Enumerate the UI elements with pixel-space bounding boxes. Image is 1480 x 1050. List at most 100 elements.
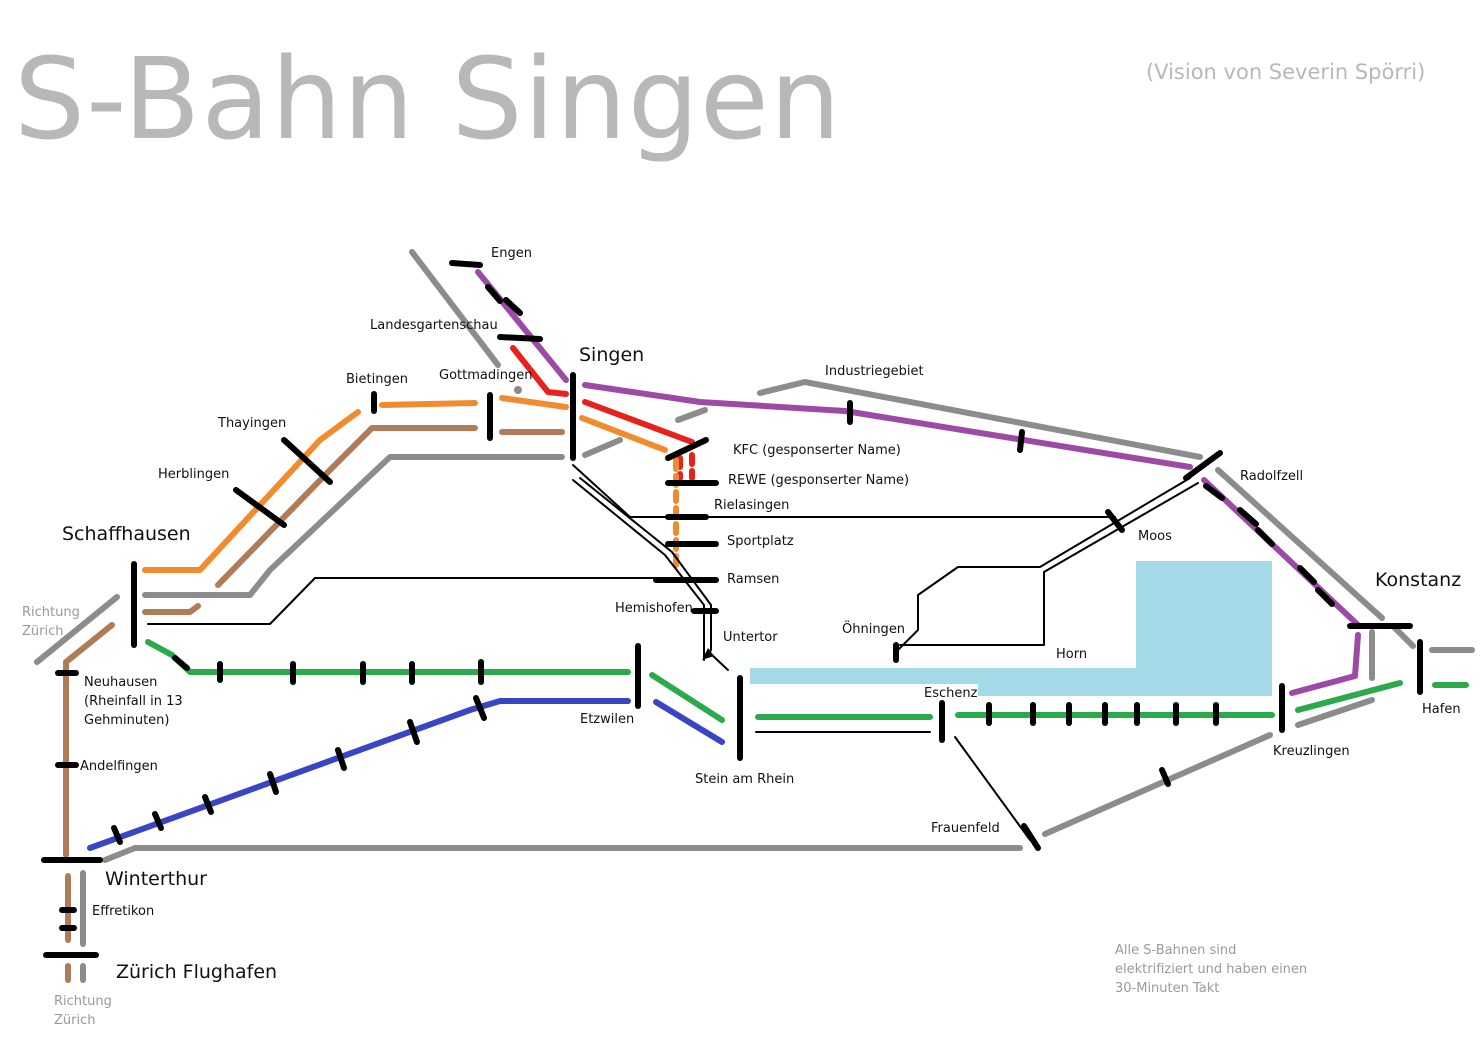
label-hafen: Hafen [1422,702,1461,717]
label-frauenfeld: Frauenfeld [931,821,1000,836]
line-orange-gottmadingen-bietingen [379,400,478,408]
line-gray-singen-industrie [582,437,623,458]
line-gray-kreuzlingen-frauenfeld-2 [1042,732,1273,837]
line-gray-industrie-stub [675,407,708,423]
label-oehningen: Öhningen [842,622,906,637]
map-subtitle: (Vision von Severin Spörri) [1146,60,1426,84]
station-marker-radolfzell-3 [1237,507,1259,527]
line-thin-horn-loop [899,571,1045,646]
label-moos: Moos [1138,529,1172,544]
station-marker-blue-1 [111,825,123,845]
line-gray-industriegebiet-radolfzell [757,379,1203,460]
thin-lines [147,464,1199,841]
station-marker-landesgartenschau [497,334,543,342]
station-marker-herblingen [233,487,287,528]
line-thin-oehningen-moos [897,477,1191,651]
station-marker-green-6 [172,655,190,671]
line-gray-konstanz-hafen [1390,623,1416,649]
label-rewe: REWE (gesponserter Name) [728,473,910,488]
label-neuhausen: Neuhausen (Rheinfall in 13 Gehminuten) [84,675,183,728]
line-gray-radolfzell-konstanz [1215,467,1385,621]
blue-line [87,698,725,851]
label-kfc: KFC (gesponserter Name) [733,443,901,458]
label-hemishofen: Hemishofen [615,601,693,616]
station-marker-thayingen [281,437,333,485]
label-eschenz: Eschenz [924,686,978,701]
line-blue-etzwilen-stein [653,699,725,745]
label-konstanz: Konstanz [1375,569,1462,591]
station-marker-radolfzell-2 [1203,483,1225,501]
untertor-arrow-icon [702,648,714,660]
station-marker-moos [1105,509,1125,533]
line-orange-singen-kfc [579,415,668,453]
station-marker-blue-6 [407,719,420,745]
line-brown-schaffhausen-stub [142,603,201,615]
line-thin-schaffhausen-ramsen [147,577,656,625]
label-radolfzell: Radolfzell [1240,469,1304,484]
station-marker-blue-2 [152,811,164,831]
line-orange-bietingen-schaffhausen [142,409,361,573]
label-singen: Singen [579,344,645,366]
label-thayingen: Thayingen [218,416,287,431]
label-stein-am-rhein: Stein am Rhein [695,772,795,787]
line-purple-singen-radolfzell [582,382,1193,470]
line-red-landesgartenschau-singen [510,345,569,397]
line-gray-engen-stub [409,249,501,368]
gottmadingen-dot [514,386,522,394]
label-industriegebiet: Industriegebiet [825,364,924,379]
line-red-singen-kfc [582,399,695,445]
label-ramsen: Ramsen [727,572,780,587]
line-brown-schaffhausen-winterthur [63,622,115,858]
label-zuerich-flughafen: Zürich Flughafen [116,961,278,983]
label-untertor: Untertor [723,630,778,645]
station-marker-blue-4 [267,771,279,795]
electrification-note: Alle S-Bahnen sind elektrifiziert und ha… [1115,943,1308,996]
line-brown-gottmadingen-schaffhausen [215,425,478,588]
label-gottmadingen: Gottmadingen [439,368,533,383]
label-richtung-zuerich-2: Richtung Zürich [54,994,112,1028]
station-marker-frauenfeld-gray [1159,767,1171,787]
label-sportplatz: Sportplatz [727,534,794,549]
line-green-etzwilen-stein [649,672,725,723]
station-marker-frauenfeld [1021,823,1041,851]
station-marker-engen [449,260,483,268]
label-landesgartenschau: Landesgartenschau [370,318,498,333]
station-marker-engen-3 [503,297,523,316]
line-gray-frauenfeld-winterthur [102,845,1023,863]
station-marker-blue-5 [335,747,347,771]
label-etzwilen: Etzwilen [580,712,635,727]
line-thin-singen-untertor-2 [579,477,712,658]
label-bietingen: Bietingen [346,372,408,387]
station-marker-radolfzell-6 [1315,587,1335,607]
line-purple-konstanz-kreuzlingen [1289,632,1361,696]
label-engen: Engen [491,246,532,261]
station-marker-blue-7 [473,695,487,721]
gray-lines [34,249,1475,983]
map-title: S-Bahn Singen [14,35,842,165]
label-herblingen: Herblingen [158,467,230,482]
lake-area [750,561,1272,696]
line-green-kreuzlingen-hafen [1295,680,1403,713]
line-gray-singen-schaffhausen [142,454,565,598]
line-orange-singen-gottmadingen [499,395,569,410]
station-marker-radolfzell-4 [1255,527,1275,547]
label-rielasingen: Rielasingen [714,498,790,513]
line-blue-winterthur-etzwilen [87,698,631,851]
label-schaffhausen: Schaffhausen [62,523,191,545]
label-kreuzlingen: Kreuzlingen [1273,744,1350,759]
line-thin-eschenz-frauenfeld [954,736,1031,841]
station-marker-radolfzell [1183,450,1223,481]
station-marker-industrie-2 [1017,429,1025,453]
label-effretikon: Effretikon [92,904,155,919]
label-winterthur: Winterthur [105,868,207,890]
label-andelfingen: Andelfingen [80,759,158,774]
line-gray-kreuzlingen-frauenfeld [1295,697,1375,728]
label-horn: Horn [1056,647,1088,662]
station-marker-radolfzell-5 [1297,565,1317,585]
station-markers [41,260,1423,958]
line-thin-untertor-stein [711,654,729,671]
station-marker-engen-2 [485,284,503,304]
line-gray-schaffhausen-richtung-zuerich [34,594,120,665]
station-marker-blue-3 [202,794,214,815]
